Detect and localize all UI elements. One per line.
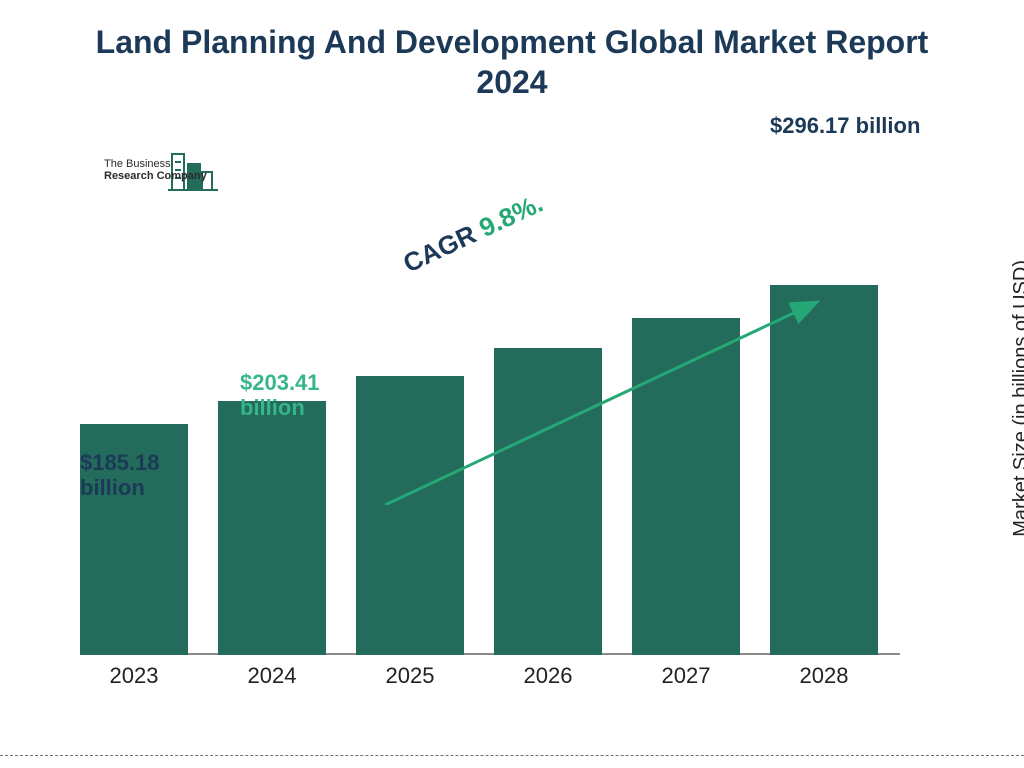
bar-2025: [356, 376, 464, 655]
x-tick-2026: 2026: [494, 663, 602, 689]
y-axis-label: Market Size (in billions of USD): [1010, 260, 1024, 537]
bar-2027: [632, 318, 740, 655]
x-tick-2025: 2025: [356, 663, 464, 689]
bar-2024: [218, 401, 326, 655]
x-tick-2024: 2024: [218, 663, 326, 689]
bar-2028: [770, 285, 878, 655]
x-tick-2023: 2023: [80, 663, 188, 689]
bar-2026: [494, 348, 602, 655]
value-callout-0: $185.18 billion: [80, 450, 160, 501]
x-tick-2028: 2028: [770, 663, 878, 689]
x-tick-2027: 2027: [632, 663, 740, 689]
chart-title: Land Planning And Development Global Mar…: [0, 22, 1024, 102]
value-callout-1: $203.41 billion: [240, 370, 320, 421]
value-callout-2: $296.17 billion: [770, 113, 920, 138]
footer-divider: [0, 755, 1024, 756]
